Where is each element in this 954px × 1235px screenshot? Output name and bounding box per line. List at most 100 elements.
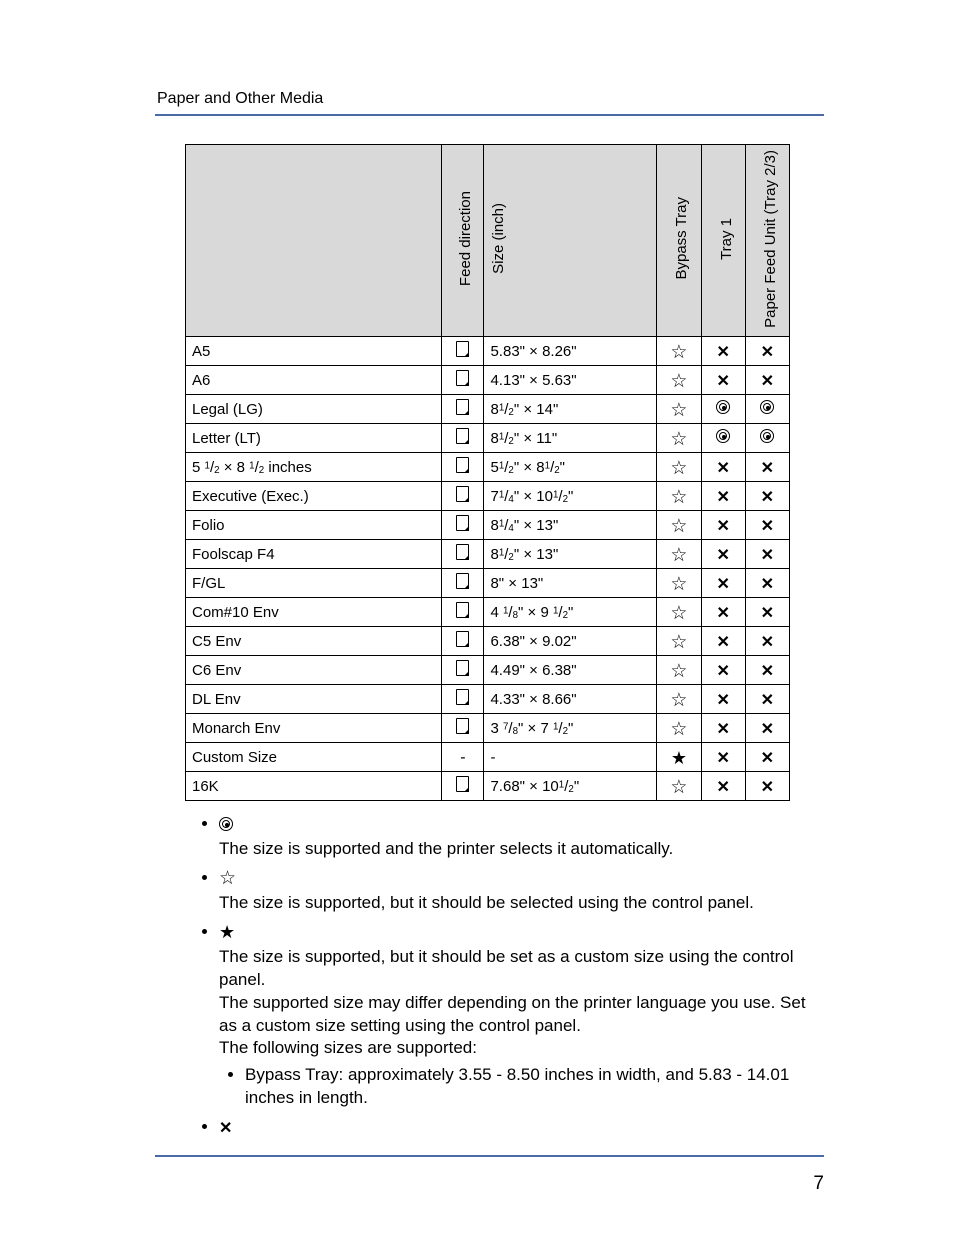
cell-name: 16K bbox=[186, 772, 442, 801]
cell-pfu: ✕ bbox=[745, 569, 789, 598]
legend-text: The size is supported, but it should be … bbox=[219, 946, 824, 992]
table-row: A55.83" × 8.26"☆✕✕ bbox=[186, 337, 790, 366]
cell-size: 4.13" × 5.63" bbox=[484, 366, 657, 395]
legend-text: The size is supported and the printer se… bbox=[219, 838, 824, 861]
cell-feed bbox=[442, 453, 484, 482]
table-row: F/GL8" × 13"☆✕✕ bbox=[186, 569, 790, 598]
cross-icon: ✕ bbox=[761, 518, 774, 535]
target-icon bbox=[716, 429, 730, 443]
cross-icon: ✕ bbox=[716, 489, 729, 506]
star-outline-icon: ☆ bbox=[670, 574, 687, 595]
legend-text: The following sizes are supported: bbox=[219, 1037, 824, 1060]
cell-pfu: ✕ bbox=[745, 714, 789, 743]
cell-feed bbox=[442, 540, 484, 569]
cross-icon: ✕ bbox=[716, 634, 729, 651]
legend: The size is supported and the printer se… bbox=[185, 813, 824, 1139]
feed-direction-icon bbox=[456, 776, 469, 792]
section-header: Paper and Other Media bbox=[157, 90, 824, 108]
target-icon bbox=[716, 400, 730, 414]
feed-direction-icon bbox=[456, 486, 469, 502]
cell-size: 81/4" × 13" bbox=[484, 511, 657, 540]
cell-bypass: ☆ bbox=[657, 511, 701, 540]
cell-pfu: ✕ bbox=[745, 453, 789, 482]
star-outline-icon: ☆ bbox=[670, 719, 687, 740]
cell-pfu: ✕ bbox=[745, 540, 789, 569]
cross-icon: ✕ bbox=[716, 344, 729, 361]
cell-bypass: ☆ bbox=[657, 569, 701, 598]
cell-name: Executive (Exec.) bbox=[186, 482, 442, 511]
star-solid-icon: ★ bbox=[219, 922, 235, 942]
cell-size: 5.83" × 8.26" bbox=[484, 337, 657, 366]
cell-tray1: ✕ bbox=[701, 366, 745, 395]
th-size: Size (inch) bbox=[484, 145, 657, 337]
cell-bypass: ☆ bbox=[657, 366, 701, 395]
cell-name: Monarch Env bbox=[186, 714, 442, 743]
cell-name: Com#10 Env bbox=[186, 598, 442, 627]
cell-feed bbox=[442, 598, 484, 627]
cell-pfu: ✕ bbox=[745, 743, 789, 772]
legend-item: ✕ bbox=[219, 1116, 824, 1139]
cell-tray1: ✕ bbox=[701, 598, 745, 627]
cell-tray1: ✕ bbox=[701, 772, 745, 801]
star-outline-icon: ☆ bbox=[670, 487, 687, 508]
legend-text: The supported size may differ depending … bbox=[219, 992, 824, 1038]
cell-bypass: ☆ bbox=[657, 598, 701, 627]
cell-size: 3 7/8" × 7 1/2" bbox=[484, 714, 657, 743]
cell-feed bbox=[442, 685, 484, 714]
feed-direction-icon bbox=[456, 544, 469, 560]
cell-pfu: ✕ bbox=[745, 656, 789, 685]
target-icon bbox=[760, 429, 774, 443]
cross-icon: ✕ bbox=[761, 750, 774, 767]
cell-tray1: ✕ bbox=[701, 482, 745, 511]
cell-feed bbox=[442, 511, 484, 540]
star-outline-icon: ☆ bbox=[670, 545, 687, 566]
cell-size: 71/4" × 101/2" bbox=[484, 482, 657, 511]
th-pfu: Paper Feed Unit (Tray 2/3) bbox=[745, 145, 789, 337]
star-outline-icon: ☆ bbox=[670, 690, 687, 711]
cell-name: Legal (LG) bbox=[186, 395, 442, 424]
legend-subitem: Bypass Tray: approximately 3.55 - 8.50 i… bbox=[245, 1064, 824, 1110]
header-rule bbox=[155, 114, 824, 116]
cell-pfu bbox=[745, 395, 789, 424]
cross-icon: ✕ bbox=[716, 547, 729, 564]
feed-direction-icon bbox=[456, 631, 469, 647]
star-outline-icon: ☆ bbox=[670, 458, 687, 479]
cell-bypass: ☆ bbox=[657, 540, 701, 569]
star-outline-icon: ☆ bbox=[670, 429, 687, 450]
cell-bypass: ☆ bbox=[657, 395, 701, 424]
cell-tray1: ✕ bbox=[701, 511, 745, 540]
feed-direction-icon bbox=[456, 457, 469, 473]
th-tray1: Tray 1 bbox=[701, 145, 745, 337]
table-row: C6 Env4.49" × 6.38"☆✕✕ bbox=[186, 656, 790, 685]
table-row: Executive (Exec.) 71/4" × 101/2" ☆ ✕ ✕ bbox=[186, 482, 790, 511]
cell-feed bbox=[442, 627, 484, 656]
star-outline-icon: ☆ bbox=[670, 603, 687, 624]
cell-name: Folio bbox=[186, 511, 442, 540]
feed-direction-icon bbox=[456, 660, 469, 676]
cross-icon: ✕ bbox=[761, 460, 774, 477]
footer-rule bbox=[155, 1155, 824, 1157]
cross-icon: ✕ bbox=[761, 373, 774, 390]
table-row: Custom Size--★✕✕ bbox=[186, 743, 790, 772]
cell-size: 8" × 13" bbox=[484, 569, 657, 598]
cell-size: 4.49" × 6.38" bbox=[484, 656, 657, 685]
cell-feed bbox=[442, 714, 484, 743]
cell-pfu: ✕ bbox=[745, 511, 789, 540]
cell-pfu: ✕ bbox=[745, 482, 789, 511]
cell-bypass: ☆ bbox=[657, 656, 701, 685]
cross-icon: ✕ bbox=[716, 373, 729, 390]
feed-direction-icon bbox=[456, 399, 469, 415]
legend-item: ☆The size is supported, but it should be… bbox=[219, 867, 824, 915]
table-row: Letter (LT)81/2" × 11"☆ bbox=[186, 424, 790, 453]
cell-bypass: ☆ bbox=[657, 627, 701, 656]
table-row: C5 Env6.38" × 9.02"☆✕✕ bbox=[186, 627, 790, 656]
cell-size: - bbox=[484, 743, 657, 772]
cell-pfu: ✕ bbox=[745, 366, 789, 395]
cross-icon: ✕ bbox=[761, 605, 774, 622]
cell-size: 81/2" × 13" bbox=[484, 540, 657, 569]
cross-icon: ✕ bbox=[761, 663, 774, 680]
target-icon bbox=[760, 400, 774, 414]
cell-feed bbox=[442, 772, 484, 801]
star-outline-icon: ☆ bbox=[670, 371, 687, 392]
cell-name: Letter (LT) bbox=[186, 424, 442, 453]
